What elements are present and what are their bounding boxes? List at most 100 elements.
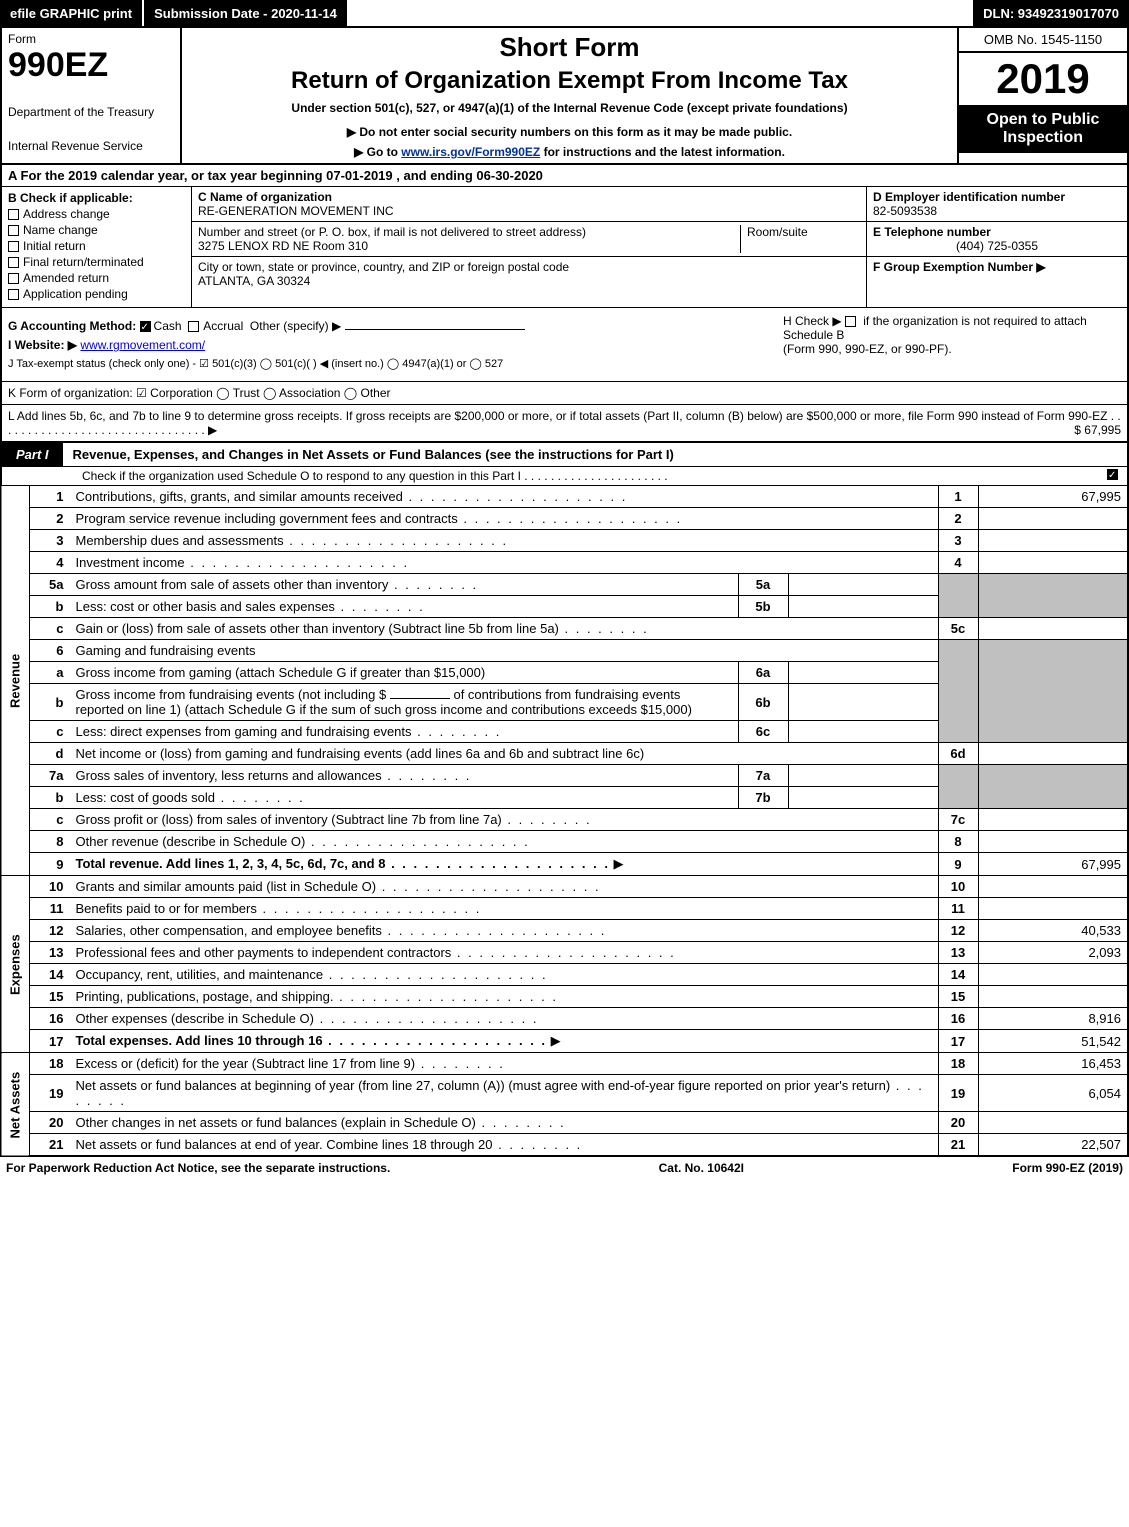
box-12: 12 [938, 920, 978, 942]
chk-accrual[interactable] [188, 321, 199, 332]
amt-18: 16,453 [978, 1053, 1128, 1075]
chk-final-return[interactable] [8, 257, 19, 268]
dept-irs: Internal Revenue Service [8, 139, 174, 153]
box-1: 1 [938, 486, 978, 508]
website-link[interactable]: www.rgmovement.com/ [80, 338, 205, 352]
ln-6: 6 [30, 640, 70, 662]
section-b: B Check if applicable: Address change Na… [2, 187, 192, 307]
i-label: I Website: ▶ [8, 338, 77, 352]
efile-print-button[interactable]: efile GRAPHIC print [0, 0, 144, 26]
telephone: (404) 725-0355 [873, 239, 1121, 253]
ln-9: 9 [30, 853, 70, 876]
box-5c: 5c [938, 618, 978, 640]
opt-address-change: Address change [23, 207, 110, 221]
grey-7 [938, 765, 978, 809]
org-city: ATLANTA, GA 30324 [198, 274, 860, 288]
opt-amended-return: Amended return [23, 271, 109, 285]
desc-5b: Less: cost or other basis and sales expe… [76, 599, 425, 614]
g-cash: Cash [154, 319, 182, 333]
box-7c: 7c [938, 809, 978, 831]
ln-6b: b [30, 684, 70, 721]
desc-8: Other revenue (describe in Schedule O) [76, 834, 530, 849]
desc-1: Contributions, gifts, grants, and simila… [76, 489, 628, 504]
desc-5a: Gross amount from sale of assets other t… [76, 577, 479, 592]
dept-treasury: Department of the Treasury [8, 105, 174, 119]
ssn-note: ▶ Do not enter social security numbers o… [192, 125, 947, 139]
l-amount: $ 67,995 [1074, 423, 1121, 437]
rows-g-to-j: G Accounting Method: Cash Accrual Other … [0, 308, 1129, 381]
ln-11: 11 [30, 898, 70, 920]
amt-16: 8,916 [978, 1008, 1128, 1030]
sb-5a: 5a [738, 574, 788, 596]
grey-7v [978, 765, 1128, 809]
form-title: Return of Organization Exempt From Incom… [192, 67, 947, 95]
footer-right: Form 990-EZ (2019) [1012, 1161, 1123, 1175]
label-ein: D Employer identification number [873, 190, 1121, 204]
chk-h[interactable] [845, 316, 856, 327]
chk-name-change[interactable] [8, 225, 19, 236]
desc-10: Grants and similar amounts paid (list in… [76, 879, 601, 894]
box-19: 19 [938, 1075, 978, 1112]
desc-7a: Gross sales of inventory, less returns a… [76, 768, 472, 783]
amt-1: 67,995 [978, 486, 1128, 508]
desc-21: Net assets or fund balances at end of ye… [76, 1137, 583, 1152]
box-10: 10 [938, 876, 978, 898]
amt-2 [978, 508, 1128, 530]
desc-18: Excess or (deficit) for the year (Subtra… [76, 1056, 505, 1071]
opt-name-change: Name change [23, 223, 98, 237]
chk-cash[interactable] [140, 321, 151, 332]
label-group-exemption: F Group Exemption Number ▶ [873, 260, 1121, 274]
box-17: 17 [938, 1030, 978, 1053]
irs-link[interactable]: www.irs.gov/Form990EZ [401, 145, 540, 159]
h-text3: (Form 990, 990-EZ, or 990-PF). [783, 342, 952, 356]
l-text: L Add lines 5b, 6c, and 7b to line 9 to … [8, 409, 1121, 437]
desc-17: Total expenses. Add lines 10 through 16 [76, 1033, 548, 1048]
desc-6d: Net income or (loss) from gaming and fun… [70, 743, 939, 765]
row-g: G Accounting Method: Cash Accrual Other … [8, 319, 771, 333]
g-label: G Accounting Method: [8, 319, 136, 333]
chk-schedule-o[interactable] [1107, 469, 1118, 480]
ln-12: 12 [30, 920, 70, 942]
desc-19: Net assets or fund balances at beginning… [76, 1078, 924, 1108]
irs-link-row: ▶ Go to www.irs.gov/Form990EZ for instru… [192, 145, 947, 159]
info-grid: B Check if applicable: Address change Na… [0, 187, 1129, 308]
footer-left: For Paperwork Reduction Act Notice, see … [6, 1161, 390, 1175]
ln-5b: b [30, 596, 70, 618]
ln-21: 21 [30, 1134, 70, 1157]
submission-date-button[interactable]: Submission Date - 2020-11-14 [144, 0, 349, 26]
form-label: Form [8, 32, 174, 46]
desc-4: Investment income [76, 555, 410, 570]
chk-amended-return[interactable] [8, 273, 19, 284]
side-revenue: Revenue [1, 486, 30, 876]
box-16: 16 [938, 1008, 978, 1030]
room-suite-label: Room/suite [740, 225, 860, 253]
open-inspection: Open to Public Inspection [959, 105, 1127, 153]
amt-7c [978, 809, 1128, 831]
amt-9: 67,995 [978, 853, 1128, 876]
ln-6c: c [30, 721, 70, 743]
section-c: C Name of organization RE-GENERATION MOV… [192, 187, 867, 307]
section-def: D Employer identification number 82-5093… [867, 187, 1127, 307]
desc-6: Gaming and fundraising events [70, 640, 939, 662]
g-other-input[interactable] [345, 329, 525, 330]
side-net-assets: Net Assets [1, 1053, 30, 1157]
input-6b-amount[interactable] [390, 698, 450, 699]
amt-10 [978, 876, 1128, 898]
part1-header: Part I Revenue, Expenses, and Changes in… [0, 441, 1129, 467]
chk-initial-return[interactable] [8, 241, 19, 252]
sb-6a: 6a [738, 662, 788, 684]
ln-13: 13 [30, 942, 70, 964]
desc-3: Membership dues and assessments [76, 533, 509, 548]
amt-20 [978, 1112, 1128, 1134]
part1-table: Revenue 1 Contributions, gifts, grants, … [0, 485, 1129, 1157]
side-expenses: Expenses [1, 876, 30, 1053]
chk-address-change[interactable] [8, 209, 19, 220]
amt-6d [978, 743, 1128, 765]
ln-16: 16 [30, 1008, 70, 1030]
sv-6a [788, 662, 938, 684]
chk-application-pending[interactable] [8, 289, 19, 300]
box-13: 13 [938, 942, 978, 964]
ln-15: 15 [30, 986, 70, 1008]
grey-6 [938, 640, 978, 743]
form-code: 990EZ [8, 46, 174, 85]
